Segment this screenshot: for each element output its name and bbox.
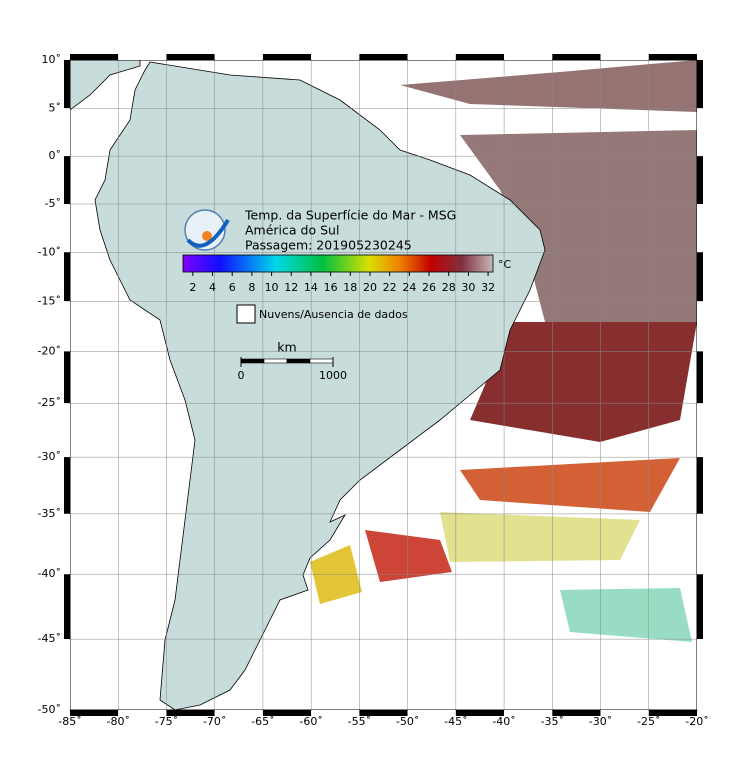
lon-tick-label: -20˚ xyxy=(685,715,708,728)
lat-tick-label: -10˚ xyxy=(38,245,61,258)
lon-tick-label: -55˚ xyxy=(348,715,371,728)
colorbar-tick-label: 2 xyxy=(189,281,196,294)
lon-tick-label: -50˚ xyxy=(396,715,419,728)
logo xyxy=(184,209,230,251)
lat-tick-label: -15˚ xyxy=(38,294,61,307)
sst-patch xyxy=(460,130,697,322)
lat-tick-label: 10˚ xyxy=(42,53,62,66)
legend-label: Nuvens/Ausencia de dados xyxy=(259,308,408,321)
colorbar-tick-label: 18 xyxy=(343,281,357,294)
lon-tick-label: -35˚ xyxy=(541,715,564,728)
sst-patch xyxy=(440,512,640,562)
lat-tick-label: -45˚ xyxy=(38,632,61,645)
scale-unit: km xyxy=(277,340,296,355)
grid xyxy=(69,59,698,711)
colorbar-tick-label: 6 xyxy=(229,281,236,294)
lon-tick-label: -80˚ xyxy=(106,715,129,728)
lon-tick-label: -60˚ xyxy=(299,715,322,728)
sst-patch xyxy=(470,322,697,442)
lon-tick-label: -70˚ xyxy=(203,715,226,728)
colorbar-tick-label: 26 xyxy=(422,281,436,294)
sst-patch xyxy=(310,545,362,604)
sst-patch xyxy=(460,458,680,512)
lon-tick-label: -65˚ xyxy=(251,715,274,728)
scale-bar-label: 1000 xyxy=(319,369,347,382)
lon-tick-label: -30˚ xyxy=(589,715,612,728)
colorbar-tick-label: 24 xyxy=(402,281,416,294)
sst-patches xyxy=(310,60,697,642)
colorbar-unit: °C xyxy=(498,258,512,271)
colorbar-tick-label: 32 xyxy=(481,281,495,294)
lat-tick-label: -5˚ xyxy=(45,197,61,210)
scale-bar-segment xyxy=(263,358,288,364)
lat-tick-label: 5˚ xyxy=(49,101,62,114)
lon-tick-label: -45˚ xyxy=(444,715,467,728)
colorbar-tick-label: 10 xyxy=(265,281,279,294)
colorbar-tick-label: 20 xyxy=(363,281,377,294)
lat-tick-label: -30˚ xyxy=(38,450,61,463)
sst-patch xyxy=(560,588,692,642)
colorbar-tick-label: 30 xyxy=(461,281,475,294)
lon-tick-label: -25˚ xyxy=(637,715,660,728)
legend-swatch xyxy=(236,304,256,324)
scale-bar-segment xyxy=(286,358,311,364)
lat-tick-label: -25˚ xyxy=(38,396,61,409)
lon-tick-label: -40˚ xyxy=(492,715,515,728)
pass: Passagem: 201905230245 xyxy=(245,238,412,253)
map xyxy=(69,59,698,711)
sst-patch xyxy=(365,530,452,582)
colorbar-tick-label: 14 xyxy=(304,281,318,294)
scale-bar-label: 0 xyxy=(238,369,245,382)
sst-patch xyxy=(400,60,697,112)
colorbar-tick-label: 12 xyxy=(284,281,298,294)
scale-bar-segment xyxy=(309,358,334,364)
region: América do Sul xyxy=(245,223,339,238)
lon-tick-label: -75˚ xyxy=(155,715,178,728)
lat-tick-label: -40˚ xyxy=(38,567,61,580)
colorbar-tick-label: 8 xyxy=(248,281,255,294)
colorbar-tick-label: 4 xyxy=(209,281,216,294)
title: Temp. da Superfície do Mar - MSG xyxy=(244,208,456,223)
colorbar-tick-label: 28 xyxy=(442,281,456,294)
colorbar-tick-label: 22 xyxy=(383,281,397,294)
lat-tick-label: 0˚ xyxy=(49,149,62,162)
lat-tick-label: -50˚ xyxy=(38,703,61,716)
lon-tick-label: -85˚ xyxy=(58,715,81,728)
colorbar xyxy=(182,254,494,273)
lat-tick-label: -35˚ xyxy=(38,507,61,520)
scale-bar-segment xyxy=(240,358,265,364)
colorbar-tick-label: 16 xyxy=(324,281,338,294)
lat-tick-label: -20˚ xyxy=(38,344,61,357)
overlay: -85˚ -80˚ -75˚ -70˚ -65˚ -60˚ -55˚ -50˚ -45˚ -40˚… xyxy=(38,53,709,728)
